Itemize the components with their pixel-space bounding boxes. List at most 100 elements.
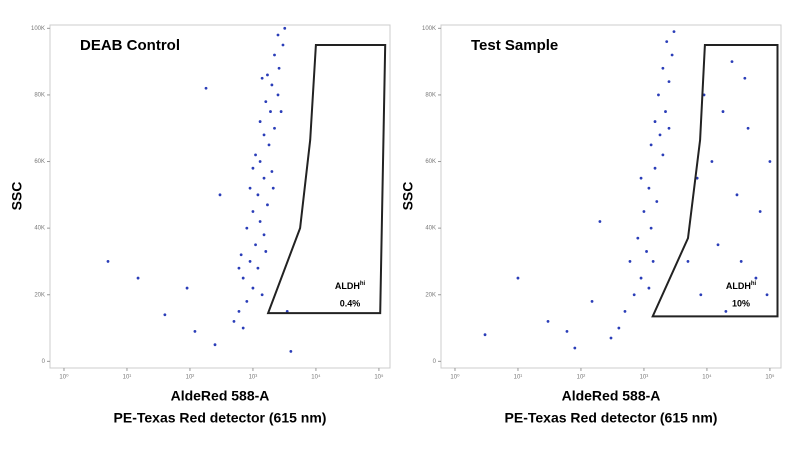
event-dot (258, 160, 262, 163)
event-dot (254, 243, 257, 247)
y-axis-label: SSC (9, 182, 25, 211)
event-dot (746, 126, 750, 130)
plot-area (49, 24, 391, 369)
event-dot (609, 336, 613, 340)
panel-title: DEAB Control (80, 37, 180, 54)
y-tick-label: 20K (425, 292, 436, 298)
event-dot (665, 40, 669, 44)
event-dot (721, 110, 725, 113)
event-dot (658, 133, 662, 137)
event-dot (664, 110, 667, 113)
gate-label: ALDHhi (726, 281, 757, 292)
event-dot (642, 210, 646, 213)
y-tick-label: 20K (34, 292, 45, 298)
event-dot (639, 176, 643, 180)
x-tick-label: 10⁵ (765, 374, 775, 381)
y-tick-label: 80K (34, 93, 45, 99)
event-dot (237, 266, 241, 270)
y-tick-label: 60K (34, 159, 45, 165)
event-dot (653, 120, 657, 123)
event-dot (743, 76, 747, 80)
event-dot (768, 160, 772, 163)
event-dot (653, 166, 657, 170)
x-tick-label: 10² (186, 375, 195, 381)
event-dot (273, 53, 276, 57)
x-tick-label: 10⁴ (311, 374, 321, 381)
y-tick-label: 80K (425, 93, 436, 99)
panel-title: Test Sample (471, 37, 558, 54)
event-dot (267, 143, 271, 147)
event-dot (655, 200, 659, 203)
event-dot (645, 250, 648, 253)
x-tick-label: 10⁰ (450, 374, 460, 381)
event-dot (106, 260, 110, 263)
event-dot (185, 286, 189, 290)
event-dot (245, 226, 249, 230)
event-dot (248, 260, 252, 263)
event-dot (241, 276, 245, 280)
event-dot (266, 73, 269, 77)
event-dot (277, 66, 281, 70)
event-dot (256, 193, 260, 197)
event-dot (632, 293, 636, 297)
y-tick-label: 60K (425, 159, 436, 165)
event-dot (258, 220, 262, 223)
event-dot (730, 60, 734, 64)
gate-label-main: ALDH (726, 281, 751, 291)
event-dot (251, 286, 255, 290)
event-dot (262, 233, 266, 237)
x-tick-label: 10¹ (123, 375, 132, 381)
event-dot (649, 143, 653, 147)
gate (651, 44, 779, 318)
event-dot (657, 93, 660, 97)
y-axis-label: SSC (400, 182, 416, 211)
event-dot (283, 26, 287, 30)
event-dot (254, 153, 257, 157)
gate-label-sup: hi (751, 281, 757, 287)
event-dot (735, 193, 739, 197)
event-dot (262, 176, 266, 180)
event-dot (639, 276, 643, 280)
event-dot (260, 293, 264, 297)
event-dot (251, 210, 255, 213)
event-dot (271, 186, 275, 190)
event-dot (590, 299, 594, 303)
event-dot (647, 186, 651, 190)
gate-percent: 0.4% (340, 298, 361, 308)
x-axis-label: AldeRed 588-A (562, 388, 661, 404)
event-dot (237, 309, 241, 313)
event-dot (285, 309, 289, 313)
event-dot (276, 93, 280, 97)
event-dot (565, 329, 569, 333)
event-dot (716, 243, 720, 247)
plot-area (440, 24, 782, 369)
event-dot (218, 193, 222, 197)
event-dot (193, 329, 197, 333)
event-dot (651, 260, 655, 263)
event-dot (516, 276, 520, 280)
gate-label-sup: hi (360, 281, 366, 287)
event-dot (281, 43, 285, 47)
event-dot (724, 309, 728, 313)
event-dot (273, 126, 276, 130)
event-dot (699, 293, 703, 297)
event-dot (204, 86, 208, 90)
event-dot (617, 326, 621, 330)
event-dot (649, 226, 653, 230)
event-dot (758, 210, 762, 213)
event-dot (661, 153, 665, 157)
x-tick-label: 10³ (249, 375, 258, 381)
x-tick-label: 10⁵ (374, 374, 384, 381)
event-dot (672, 30, 676, 34)
event-dot (213, 343, 217, 347)
event-dot (670, 53, 674, 57)
x-tick-label: 10² (577, 375, 586, 381)
event-dot (260, 76, 264, 80)
event-dot (276, 33, 280, 37)
event-dot (270, 83, 274, 87)
y-tick-label: 100K (422, 26, 436, 32)
event-dot (264, 100, 268, 103)
event-dot (269, 110, 272, 113)
event-dot (636, 236, 640, 240)
x-tick-label: 10⁰ (59, 374, 69, 381)
